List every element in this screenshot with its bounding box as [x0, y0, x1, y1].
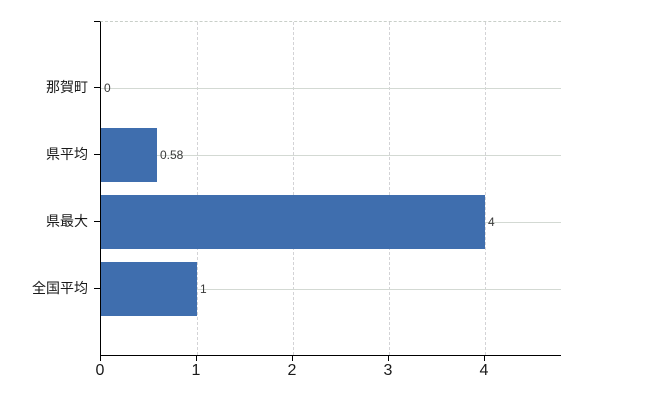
x-axis-tick	[292, 355, 293, 361]
x-axis-tick-label: 2	[287, 362, 297, 379]
y-axis-tick	[94, 221, 100, 222]
y-axis-tick	[94, 87, 100, 88]
y-axis-tick	[94, 154, 100, 155]
x-axis-tick	[484, 355, 485, 361]
category-label: 県最大	[46, 213, 88, 229]
plot-area: 0 0.58 4 1	[100, 21, 561, 356]
x-axis-tick-label: 4	[479, 362, 489, 379]
horizontal-gridline	[101, 289, 561, 290]
bar-value-label: 1	[200, 282, 207, 296]
bar-value-label: 0	[104, 81, 111, 95]
y-axis-end-tick	[94, 21, 100, 22]
category-label: 那賀町	[46, 79, 88, 95]
x-axis-tick	[388, 355, 389, 361]
category-label: 全国平均	[32, 280, 88, 296]
x-axis-tick-label: 3	[383, 362, 393, 379]
bar-value-label: 0.58	[160, 148, 184, 162]
vertical-gridline	[485, 22, 486, 355]
x-axis-tick	[100, 355, 101, 361]
bar-value-label: 4	[488, 215, 495, 229]
y-axis-tick	[94, 288, 100, 289]
x-axis-tick-label: 0	[95, 362, 105, 379]
horizontal-gridline	[101, 155, 561, 156]
x-axis-tick	[196, 355, 197, 361]
category-label: 県平均	[46, 146, 88, 162]
vertical-gridline	[197, 22, 198, 355]
vertical-gridline	[389, 22, 390, 355]
horizontal-gridline	[101, 88, 561, 89]
x-axis-tick-label: 1	[191, 362, 201, 379]
vertical-gridline	[293, 22, 294, 355]
bar-3	[101, 262, 197, 316]
bar-2	[101, 195, 485, 249]
bar-1	[101, 128, 157, 182]
